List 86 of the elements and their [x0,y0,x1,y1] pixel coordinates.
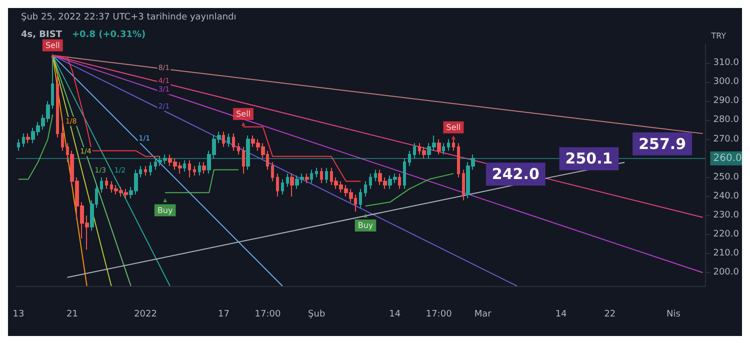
candlestick [232,133,235,152]
x-tick-label: Şub [308,310,326,320]
x-tick-label: 17 [218,310,230,320]
y-tick-label: 310.0 [713,58,740,68]
candlestick [193,165,196,176]
candlestick [183,160,186,172]
x-tick-label: 22 [604,310,616,320]
candlestick [281,178,284,196]
chart-title: 4s, BIST [21,30,63,40]
y-tick-label: 300.0 [713,77,740,88]
x-tick-label: 14 [389,310,401,320]
candlestick [188,160,191,178]
candlestick [202,162,206,174]
candlestick [325,167,328,184]
x-tick-label: Mar [474,310,492,320]
candlestick [310,169,313,184]
candlestick [447,138,450,152]
data-label: 257.9 [638,134,686,153]
y-tick-label: 230.0 [713,210,740,220]
x-tick-label: 17:00 [426,310,452,320]
y-axis-title: TRY [710,32,726,40]
y-tick-label: 220.0 [713,230,740,240]
candlestick [22,133,25,148]
line-series [365,173,454,206]
point [163,198,168,202]
ref-line-label: 260.0 [713,152,742,164]
point [451,135,456,140]
chart-subtitle: +0.8 (+0.31%) [72,30,146,40]
data-label: Sell [45,40,60,50]
x-tick-label: 2022 [134,310,157,320]
candlestick [222,131,225,148]
candlestick [276,173,279,197]
data-label: Sell [446,122,461,132]
candlestick [315,167,318,178]
candlestick [359,188,362,208]
candlestick [246,134,250,170]
candlestick [437,138,441,156]
candlestick [17,138,20,152]
candlestick [271,162,274,182]
candlestick [398,173,401,190]
candlestick [100,176,103,194]
candlestick [242,146,245,174]
text: Şub 25, 2022 22:37 UTC+3 tarihinde yayınlandı [21,12,236,22]
candlestick [198,162,201,176]
y-tick-label: 240.0 [713,191,740,202]
y-tick-label: 250.0 [713,172,740,182]
candlestick [422,146,426,159]
candlestick [413,142,416,159]
candlestick [369,173,372,190]
x-tick-label: 13 [12,310,24,320]
point [364,213,368,218]
candlestick [56,74,59,138]
y-tick-label: 210.0 [713,248,740,259]
candlestick [286,173,289,188]
data-label: 242.0 [492,165,540,184]
x-tick-label: 17:00 [254,310,281,320]
x-tick-label: 14 [555,310,568,320]
candlestick [227,133,230,148]
candlestick [320,167,323,184]
y-tick-label: 280.0 [713,115,740,126]
x-tick-label: Nis [666,310,681,320]
candlestick [61,120,64,152]
candlestick [305,173,309,184]
candlestick [374,169,377,182]
y-tick-label: 290.0 [713,96,740,106]
line-series [18,114,54,180]
candlestick [237,142,240,156]
candlestick [457,142,460,178]
data-label: Buy [157,206,173,215]
candlestick [144,165,147,176]
candlestick [462,169,465,201]
data-label: Buy [358,220,374,230]
y-tick-label: 200.0 [713,268,740,278]
candlestick [105,176,108,190]
candlestick [408,150,411,166]
data-label: 250.1 [565,150,613,168]
x-tick-label: 21 [66,310,78,320]
candlestick [442,142,445,156]
candlestick [290,173,294,197]
point [241,122,246,126]
y-tick-label: 270.0 [713,134,740,144]
candlestick [403,158,406,190]
candlestick [364,180,367,197]
data-label: Sell [236,110,251,119]
candlestick [26,133,30,144]
candlestick [149,162,152,176]
